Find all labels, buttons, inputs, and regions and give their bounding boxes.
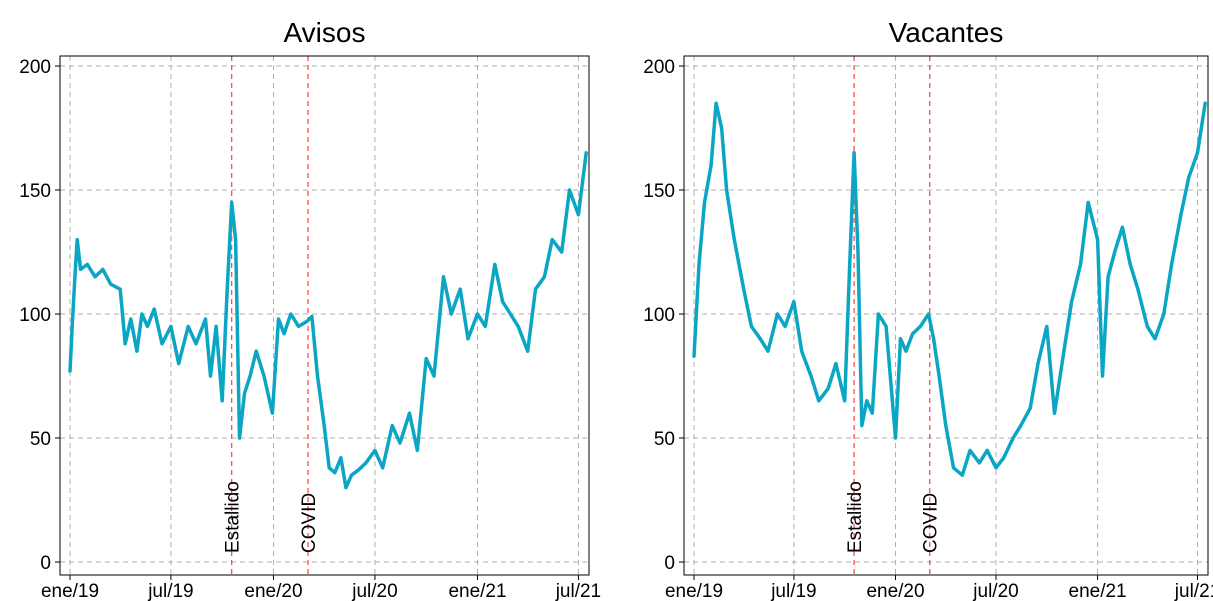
chart2-xtick-label-3: jul/20 [972,581,1018,601]
chart2-ytick-label-4: 200 [643,57,675,78]
chart1-xtick-label-4: ene/21 [448,581,506,601]
chart2-ytick-label-2: 100 [643,305,675,326]
chart2-xtick-label-5: jul/21 [1174,581,1213,601]
chart1-event-label-0: Estallido [223,481,244,553]
chart2-ytick-label-0: 0 [664,553,675,574]
chart2-series-line-0 [692,101,1207,477]
chart1-xtick-label-3: jul/20 [351,581,397,601]
chart2-title: Vacantes [889,17,1004,48]
chart1-xtick-label-0: ene/19 [41,581,99,601]
chart1-event-label-1: COVID [299,493,320,553]
chart1-ytick-label-2: 100 [19,305,51,326]
chart2-xtick-label-1: jul/19 [770,581,816,601]
chart2-xtick-label-0: ene/19 [665,581,723,601]
chart2-xtick-label-2: ene/20 [866,581,924,601]
chart1-ytick-label-3: 150 [19,181,51,202]
chart2-ytick-label-1: 50 [654,429,675,450]
chart1-xtick-label-1: jul/19 [147,581,193,601]
chart2-ytick-label-3: 150 [643,181,675,202]
chart1-plot-frame [59,55,590,576]
chart2-xtick-label-4: ene/21 [1069,581,1127,601]
chart1-xtick-label-5: jul/21 [555,581,601,601]
chart1-series-line-0 [68,151,588,490]
chart2-event-label-0: Estallido [845,481,866,553]
chart2-plot-frame [683,55,1209,576]
chart2-event-label-1: COVID [921,493,942,553]
chart1-ytick-label-0: 0 [40,553,51,574]
chart1-ytick-label-4: 200 [19,57,51,78]
chart1-title: Avisos [284,17,366,48]
chart1-xtick-label-2: ene/20 [244,581,302,601]
chart1-ytick-label-1: 50 [30,429,51,450]
